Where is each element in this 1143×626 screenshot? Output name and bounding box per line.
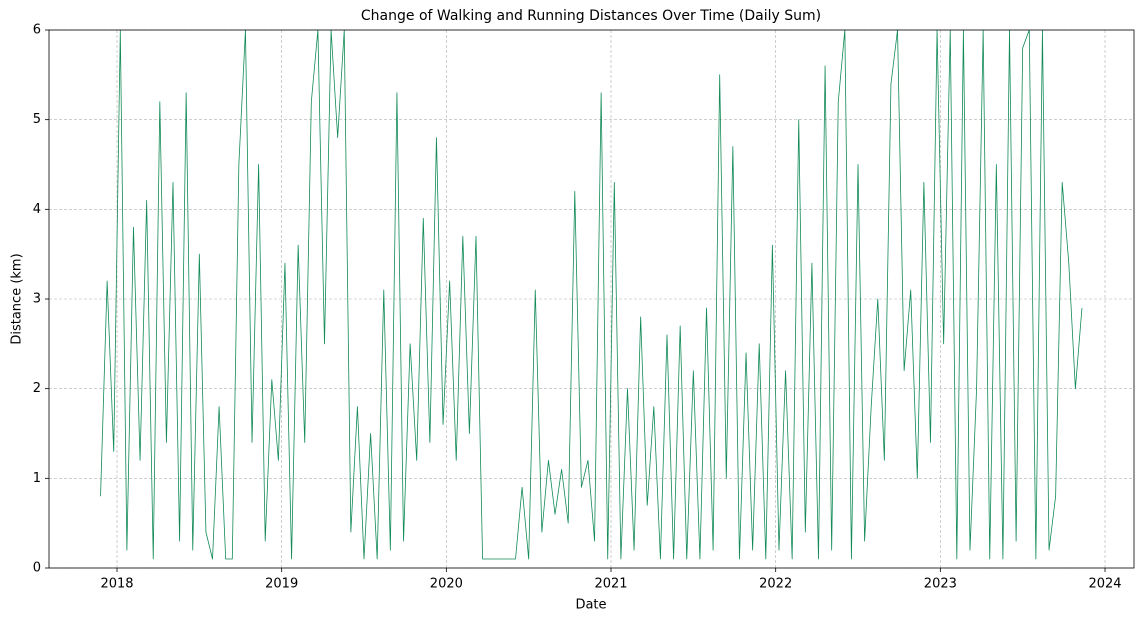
x-tick-label: 2020 [430,577,463,592]
x-tick-label: 2023 [924,577,957,592]
y-axis-label: Distance (km) [10,253,25,344]
plot-area [100,30,1083,560]
chart-title: Change of Walking and Running Distances … [361,8,821,24]
y-tick-label: 6 [33,23,41,38]
y-tick-label: 0 [33,561,41,576]
y-tick-label: 1 [33,471,41,486]
y-tick-label: 4 [33,202,41,217]
x-tick-label: 2022 [759,577,792,592]
x-tick-label: 2019 [265,577,298,592]
grid [49,29,1134,569]
data-line [100,30,1083,560]
y-tick-label: 5 [33,112,41,127]
ticks: 0 1 2 3 4 5 6 2018 2019 2020 2021 2022 2023 2024 [33,23,1122,592]
x-axis-label: Date [575,598,606,613]
y-tick-label: 3 [33,292,41,307]
x-tick-label: 2024 [1088,577,1121,592]
y-tick-label: 2 [33,381,41,396]
x-tick-label: 2018 [100,577,133,592]
x-tick-label: 2021 [594,577,627,592]
